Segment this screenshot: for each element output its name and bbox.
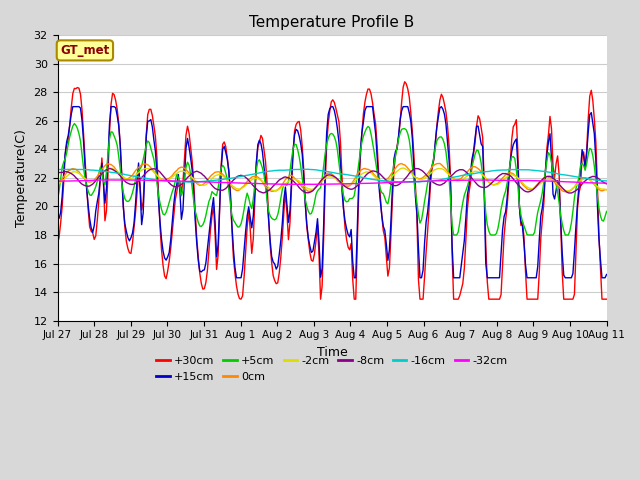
- -16cm: [121, 172, 129, 178]
- -16cm: [603, 178, 611, 184]
- +30cm: [295, 119, 303, 124]
- X-axis label: Time: Time: [317, 346, 348, 359]
- -16cm: [295, 167, 303, 172]
- Line: +15cm: +15cm: [58, 107, 607, 278]
- -16cm: [187, 179, 195, 185]
- -8cm: [121, 178, 129, 184]
- Y-axis label: Temperature(C): Temperature(C): [15, 129, 28, 227]
- -16cm: [237, 173, 245, 179]
- +15cm: [603, 272, 611, 277]
- +15cm: [575, 182, 583, 188]
- +15cm: [232, 275, 240, 281]
- -2cm: [603, 187, 611, 192]
- +5cm: [246, 202, 254, 208]
- -32cm: [246, 180, 254, 186]
- Line: -16cm: -16cm: [58, 169, 607, 182]
- +30cm: [575, 190, 583, 195]
- -8cm: [236, 173, 243, 179]
- -2cm: [121, 175, 129, 181]
- -2cm: [54, 180, 61, 186]
- +5cm: [54, 196, 61, 202]
- -8cm: [575, 185, 583, 191]
- -32cm: [575, 180, 583, 185]
- 0cm: [563, 189, 571, 195]
- -2cm: [575, 180, 583, 185]
- +5cm: [295, 154, 303, 159]
- -16cm: [246, 172, 254, 178]
- -2cm: [236, 186, 243, 192]
- +5cm: [603, 208, 611, 214]
- +30cm: [236, 296, 243, 301]
- 0cm: [245, 177, 253, 183]
- +5cm: [237, 221, 245, 227]
- +30cm: [603, 296, 611, 302]
- +15cm: [297, 141, 305, 146]
- -32cm: [603, 180, 611, 186]
- -8cm: [603, 181, 611, 187]
- -2cm: [245, 180, 253, 185]
- +5cm: [122, 198, 130, 204]
- 0cm: [218, 170, 225, 176]
- -2cm: [563, 188, 571, 194]
- 0cm: [575, 179, 583, 184]
- -32cm: [295, 181, 303, 187]
- -8cm: [412, 166, 419, 171]
- -32cm: [118, 177, 125, 183]
- +15cm: [69, 104, 77, 109]
- +15cm: [219, 146, 227, 152]
- 0cm: [236, 187, 243, 192]
- -16cm: [575, 174, 583, 180]
- -8cm: [54, 170, 61, 176]
- -8cm: [566, 190, 573, 196]
- -32cm: [308, 181, 316, 187]
- -8cm: [245, 178, 253, 183]
- -32cm: [219, 180, 227, 185]
- Line: +30cm: +30cm: [58, 82, 607, 299]
- +30cm: [237, 296, 245, 302]
- 0cm: [294, 179, 301, 184]
- +15cm: [239, 266, 246, 272]
- 0cm: [603, 187, 611, 192]
- +15cm: [54, 216, 61, 222]
- Line: +5cm: +5cm: [58, 123, 607, 235]
- -16cm: [219, 177, 227, 182]
- -32cm: [237, 180, 245, 186]
- Line: -32cm: -32cm: [58, 180, 607, 184]
- +30cm: [401, 79, 408, 84]
- +15cm: [248, 225, 255, 231]
- +30cm: [54, 241, 61, 247]
- -32cm: [54, 178, 61, 184]
- Line: -8cm: -8cm: [58, 168, 607, 193]
- 0cm: [121, 176, 129, 181]
- +15cm: [122, 228, 130, 234]
- +30cm: [218, 162, 225, 168]
- +5cm: [450, 232, 458, 238]
- -2cm: [218, 172, 225, 178]
- -16cm: [305, 167, 312, 172]
- -2cm: [294, 178, 301, 183]
- 0cm: [54, 180, 61, 186]
- +30cm: [121, 224, 129, 230]
- +5cm: [70, 120, 78, 126]
- -8cm: [294, 183, 301, 189]
- +30cm: [246, 227, 254, 232]
- -2cm: [399, 165, 407, 171]
- -32cm: [122, 177, 130, 183]
- Text: GT_met: GT_met: [60, 44, 109, 57]
- -16cm: [54, 167, 61, 172]
- 0cm: [436, 161, 444, 167]
- Title: Temperature Profile B: Temperature Profile B: [250, 15, 415, 30]
- -8cm: [218, 187, 225, 193]
- +5cm: [575, 174, 583, 180]
- Line: 0cm: 0cm: [58, 164, 607, 192]
- Legend: +30cm, +15cm, +5cm, 0cm, -2cm, -8cm, -16cm, -32cm: +30cm, +15cm, +5cm, 0cm, -2cm, -8cm, -16…: [152, 352, 512, 386]
- Line: -2cm: -2cm: [58, 168, 607, 191]
- +5cm: [219, 162, 227, 168]
